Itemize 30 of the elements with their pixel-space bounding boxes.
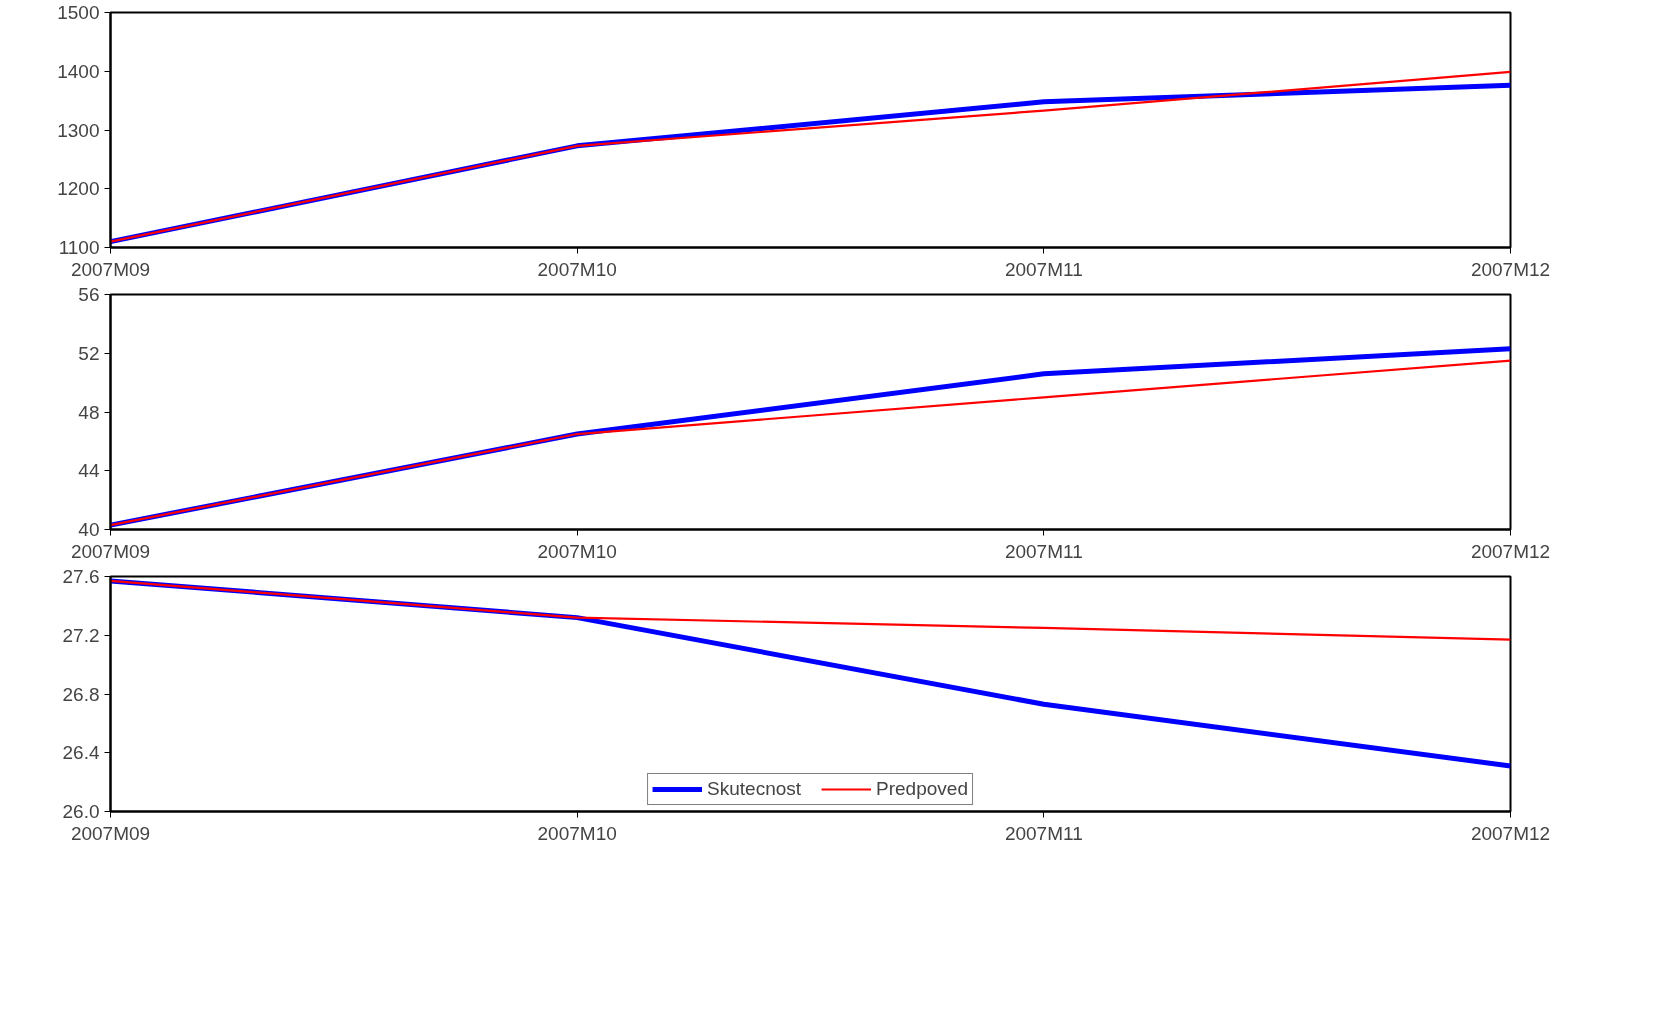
x-tick-label: 2007M09 — [70, 822, 151, 844]
legend-label: Skutecnost — [707, 778, 802, 800]
x-tick-label: 2007M12 — [1470, 540, 1551, 562]
y-tick-label: 27.6 — [62, 566, 100, 587]
x-tick-label: 2007M10 — [537, 822, 617, 844]
x-tick-label: 2007M09 — [70, 540, 151, 562]
y-tick-label: 56 — [78, 284, 100, 305]
x-tick-label: 2007M11 — [1004, 822, 1083, 844]
y-tick-label: 1400 — [57, 60, 100, 82]
x-tick-label: 2007M09 — [70, 258, 151, 280]
x-tick-label: 2007M11 — [1004, 258, 1083, 280]
y-tick-label: 26.0 — [62, 801, 100, 822]
y-tick-label: 27.2 — [62, 624, 100, 646]
y-tick-label: 44 — [78, 460, 100, 482]
y-tick-label: 1500 — [57, 2, 100, 23]
y-tick-label: 1300 — [57, 119, 100, 141]
legend-label: Predpoved — [876, 778, 968, 800]
line-series — [110, 579, 1511, 641]
y-tick-label: 40 — [78, 519, 100, 540]
x-tick-label: 2007M12 — [1470, 822, 1551, 844]
x-tick-label: 2007M10 — [537, 540, 617, 562]
x-tick-label: 2007M11 — [1004, 540, 1083, 562]
y-tick-label: 1200 — [57, 178, 100, 200]
y-tick-label: 26.4 — [62, 742, 100, 764]
y-tick-label: 1100 — [58, 237, 100, 258]
y-tick-label: 26.8 — [62, 683, 100, 705]
x-tick-label: 2007M10 — [537, 258, 617, 280]
x-tick-label: 2007M12 — [1470, 258, 1551, 280]
y-tick-label: 52 — [78, 342, 100, 364]
y-tick-label: 48 — [78, 401, 100, 423]
